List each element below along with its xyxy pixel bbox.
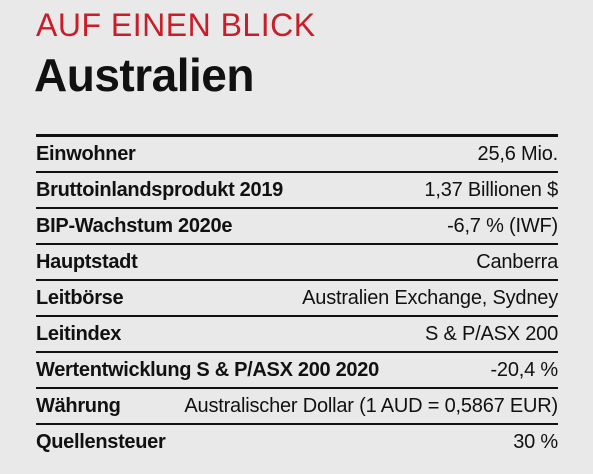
fact-row-hauptstadt: Hauptstadt Canberra <box>36 245 558 281</box>
fact-row-leitindex: Leitindex S & P/ASX 200 <box>36 317 558 353</box>
fact-label: Leitbörse <box>36 286 124 309</box>
fact-value: -6,7 % (IWF) <box>447 214 558 237</box>
fact-value: -20,4 % <box>490 358 558 381</box>
page-title: Australien <box>34 49 254 101</box>
fact-value: Canberra <box>476 250 558 273</box>
fact-label: Einwohner <box>36 142 136 165</box>
fact-value: 1,37 Billionen $ <box>424 178 558 201</box>
fact-value: S & P/ASX 200 <box>424 322 558 345</box>
fact-row-wertentwicklung: Wertentwicklung S & P/ASX 200 2020 -20,4… <box>36 353 558 389</box>
fact-row-waehrung: Währung Australischer Dollar (1 AUD = 0,… <box>36 389 558 425</box>
fact-row-einwohner: Einwohner 25,6 Mio. <box>36 137 558 173</box>
fact-label: Bruttoinlandsprodukt 2019 <box>36 178 283 201</box>
fact-value: 25,6 Mio. <box>477 142 559 165</box>
fact-label: Quellensteuer <box>36 430 166 453</box>
fact-label: Wertentwicklung S & P/ASX 200 2020 <box>36 358 379 381</box>
fact-label: BIP-Wachstum 2020e <box>36 214 233 237</box>
section-kicker: AUF EINEN BLICK <box>36 7 316 43</box>
fact-row-leitboerse: Leitbörse Australien Exchange, Sydney <box>36 281 558 317</box>
fact-value: 30 % <box>513 430 558 453</box>
fact-row-bip-wachstum: BIP-Wachstum 2020e -6,7 % (IWF) <box>36 209 558 245</box>
fact-label: Währung <box>36 394 121 417</box>
facts-table: Einwohner 25,6 Mio. Bruttoinlandsprodukt… <box>36 134 558 459</box>
fact-value: Australischer Dollar (1 AUD = 0,5867 EUR… <box>184 394 558 417</box>
fact-row-bip: Bruttoinlandsprodukt 2019 1,37 Billionen… <box>36 173 558 209</box>
fact-value: Australien Exchange, Sydney <box>302 286 558 309</box>
fact-label: Hauptstadt <box>36 250 138 273</box>
fact-row-quellensteuer: Quellensteuer 30 % <box>36 425 558 459</box>
fact-label: Leitindex <box>36 322 122 345</box>
